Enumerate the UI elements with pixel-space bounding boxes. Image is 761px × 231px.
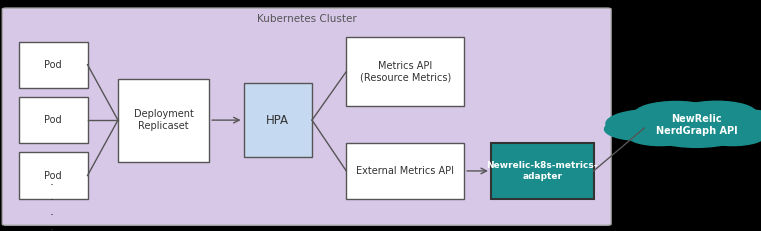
Circle shape: [700, 126, 761, 146]
Text: Pod: Pod: [44, 115, 62, 125]
FancyBboxPatch shape: [491, 143, 594, 199]
Text: ·
·
·
·: · · · ·: [49, 179, 54, 231]
FancyBboxPatch shape: [118, 79, 209, 162]
Text: Pod: Pod: [44, 170, 62, 181]
Text: Deployment
Replicaset: Deployment Replicaset: [134, 109, 193, 131]
FancyBboxPatch shape: [346, 143, 464, 199]
Circle shape: [634, 101, 718, 127]
Circle shape: [647, 118, 746, 147]
FancyBboxPatch shape: [2, 8, 611, 225]
FancyBboxPatch shape: [346, 37, 464, 106]
Text: Kubernetes Cluster: Kubernetes Cluster: [256, 14, 357, 24]
Text: NewRelic
NerdGraph API: NewRelic NerdGraph API: [655, 114, 737, 136]
FancyBboxPatch shape: [19, 152, 88, 199]
Circle shape: [713, 118, 761, 140]
Circle shape: [604, 118, 680, 140]
Text: Newrelic-k8s-metrics-
adapter: Newrelic-k8s-metrics- adapter: [486, 161, 598, 181]
Text: Metrics API
(Resource Metrics): Metrics API (Resource Metrics): [360, 61, 451, 82]
FancyBboxPatch shape: [19, 97, 88, 143]
Text: Pod: Pod: [44, 60, 62, 70]
Circle shape: [693, 109, 761, 138]
Circle shape: [628, 126, 693, 146]
Circle shape: [637, 107, 756, 143]
Circle shape: [677, 101, 756, 125]
Circle shape: [606, 109, 700, 138]
FancyBboxPatch shape: [19, 42, 88, 88]
FancyBboxPatch shape: [244, 83, 312, 157]
Text: External Metrics API: External Metrics API: [356, 166, 454, 176]
Text: HPA: HPA: [266, 114, 289, 127]
